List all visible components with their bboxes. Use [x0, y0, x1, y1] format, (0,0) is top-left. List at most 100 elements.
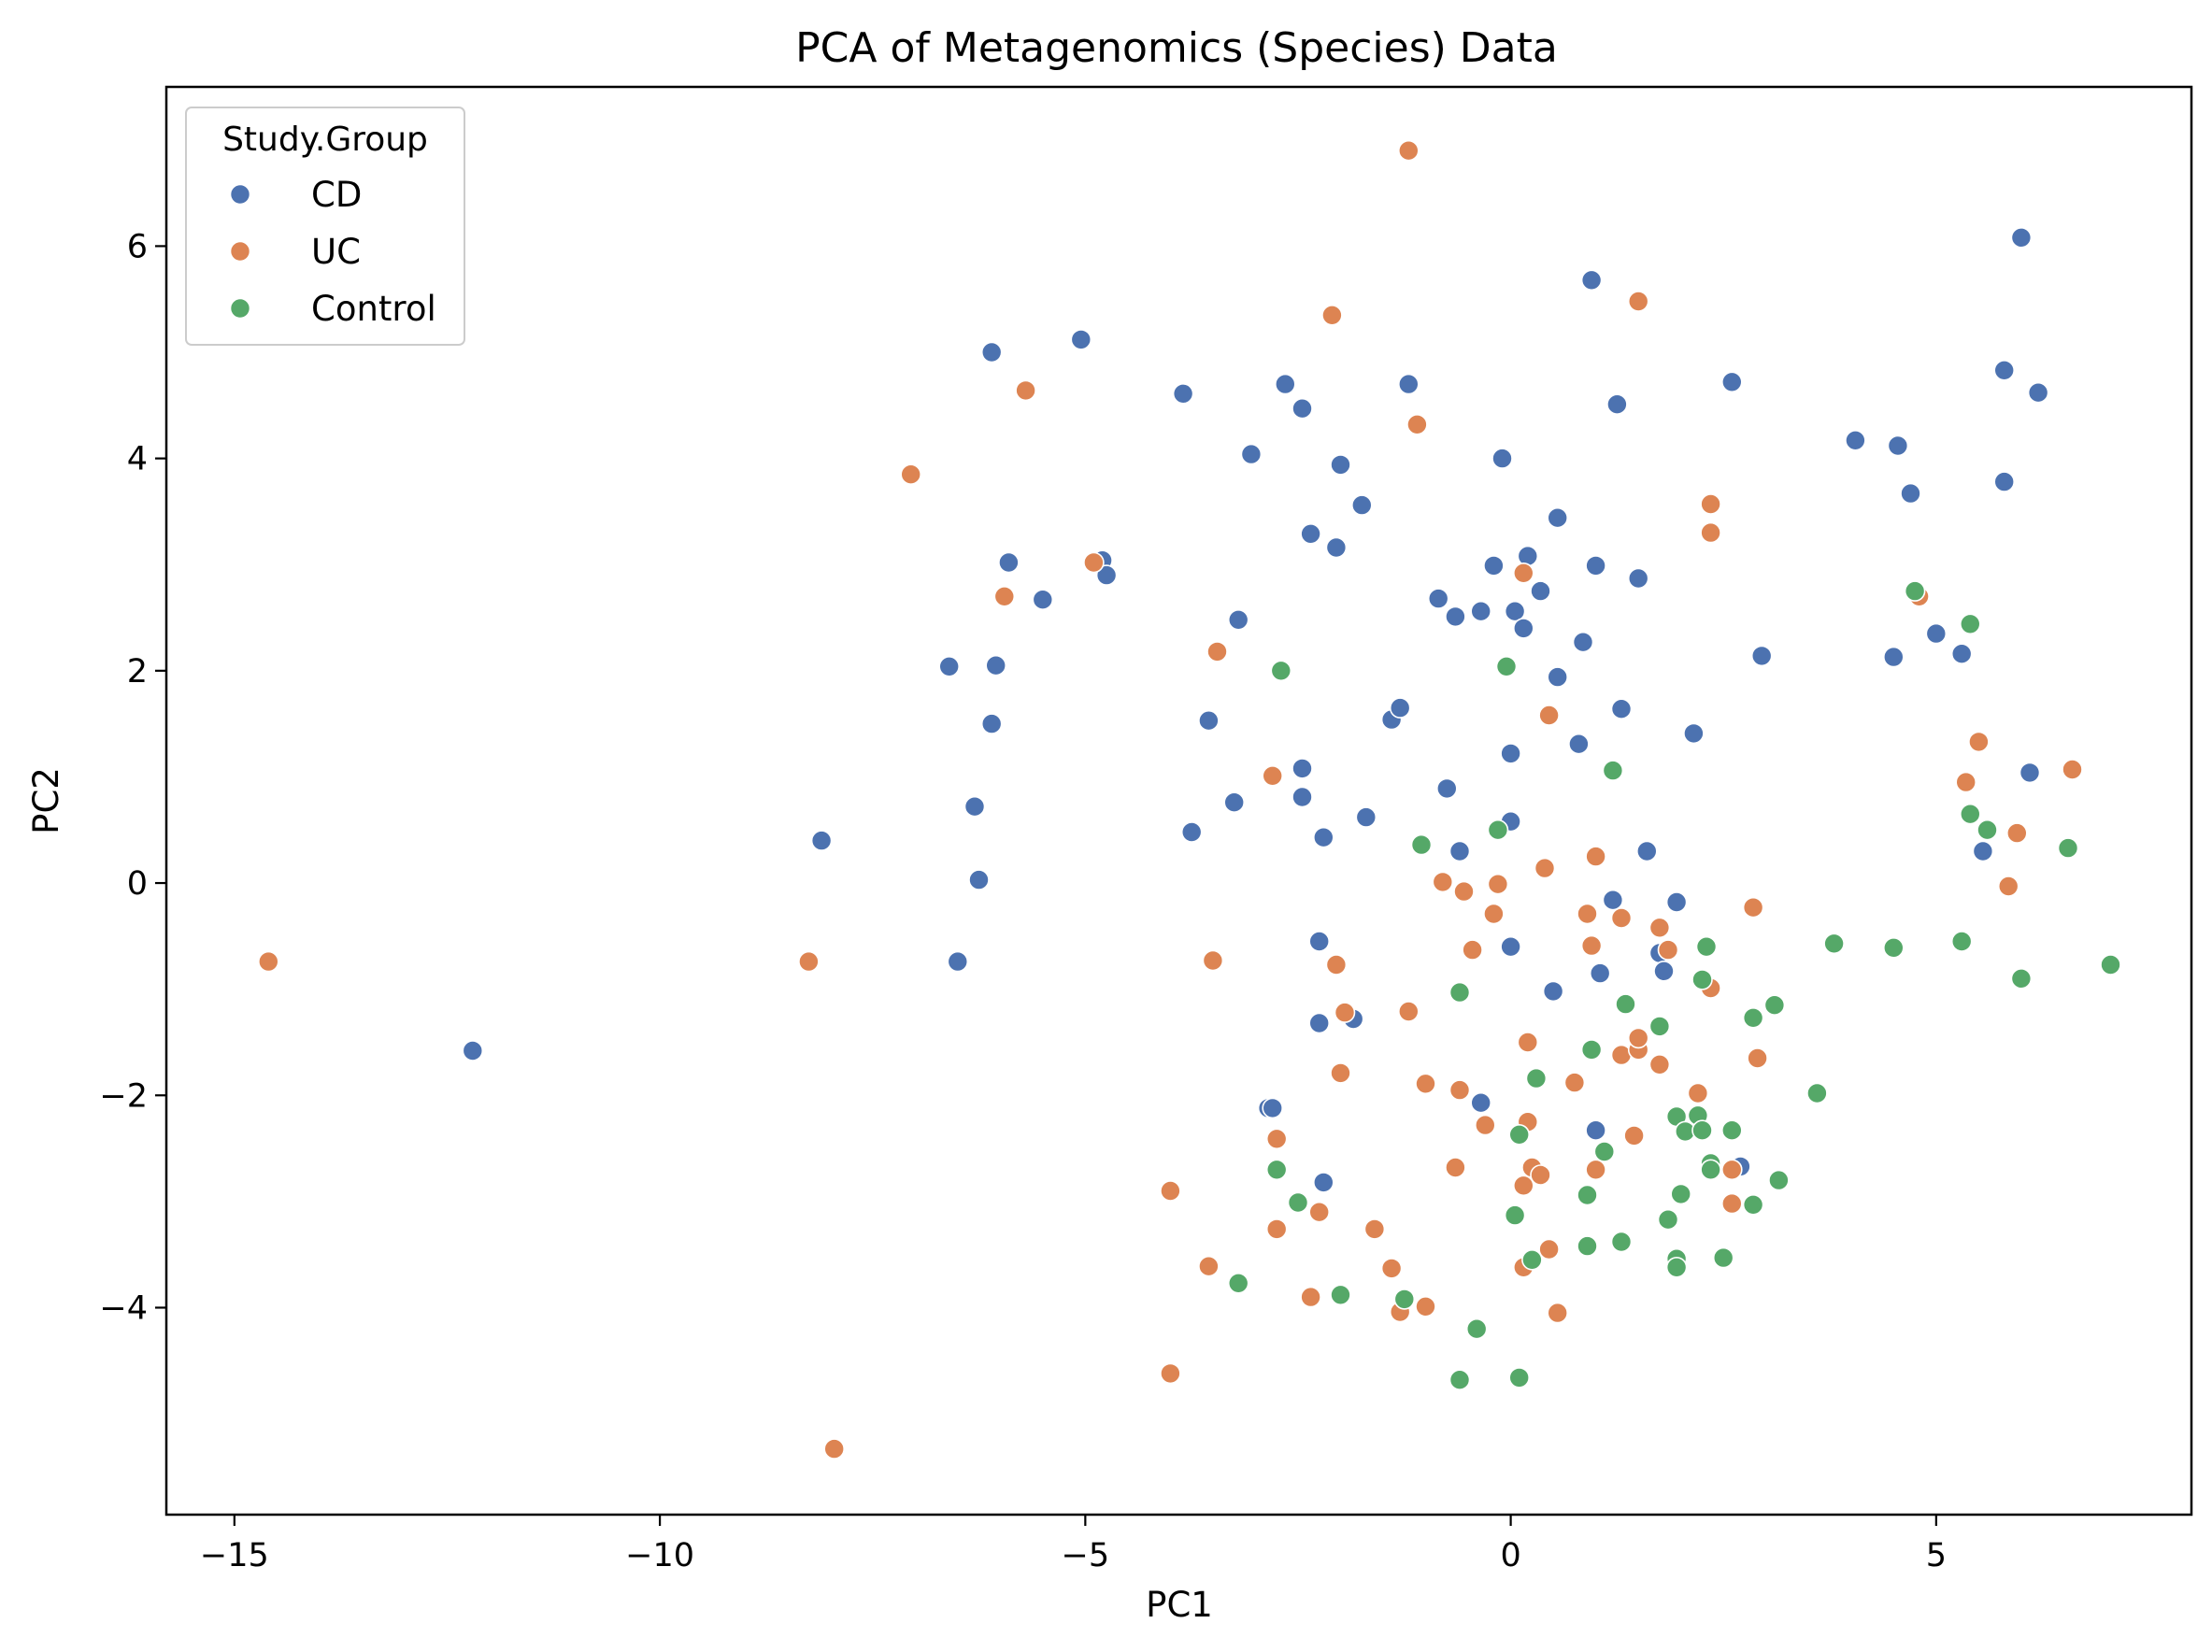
x-tick-label: −5 — [1062, 1537, 1110, 1574]
legend-title: Study.Group — [222, 121, 428, 159]
point-uc — [1330, 1062, 1351, 1084]
x-axis-label: PC1 — [1146, 1585, 1213, 1625]
point-cd — [1483, 555, 1505, 577]
point-cd — [1513, 618, 1534, 639]
point-control — [1495, 655, 1518, 677]
point-control — [1265, 1159, 1288, 1181]
point-uc — [257, 950, 279, 973]
point-cd — [1095, 564, 1118, 586]
y-tick-label: 0 — [127, 865, 148, 903]
point-uc — [1432, 871, 1454, 893]
point-uc — [1265, 1128, 1288, 1150]
point-control — [1712, 1246, 1734, 1269]
point-cd — [1653, 961, 1675, 982]
point-cd — [1491, 448, 1513, 469]
point-control — [1960, 613, 1981, 635]
point-uc — [1721, 1192, 1743, 1215]
point-uc — [1700, 521, 1721, 544]
y-tick-label: −4 — [99, 1289, 148, 1327]
point-control — [1695, 935, 1718, 958]
point-uc — [2006, 822, 2028, 844]
point-control — [1487, 819, 1509, 841]
point-uc — [1325, 954, 1348, 976]
point-control — [1580, 1039, 1603, 1061]
point-uc — [1580, 934, 1603, 957]
point-control — [1742, 1007, 1764, 1029]
point-cd — [1292, 397, 1313, 420]
point-cd — [1275, 373, 1296, 395]
point-cd — [1398, 373, 1420, 395]
point-control — [2100, 954, 2121, 976]
point-control — [1665, 1257, 1688, 1278]
point-cd — [1606, 393, 1628, 416]
point-uc — [1462, 939, 1483, 961]
point-control — [1904, 580, 1926, 602]
legend-label-cd: CD — [311, 175, 362, 215]
point-uc — [1202, 949, 1224, 972]
point-cd — [1504, 600, 1526, 622]
point-control — [1410, 833, 1433, 856]
point-control — [1610, 1231, 1633, 1253]
point-cd — [1308, 1012, 1330, 1034]
point-uc — [1198, 1255, 1220, 1277]
point-uc — [1627, 1027, 1649, 1049]
point-cd — [1589, 962, 1611, 984]
point-cd — [1585, 1119, 1606, 1141]
point-cd — [1032, 589, 1054, 611]
point-cd — [1950, 643, 1973, 665]
point-uc — [1513, 562, 1534, 584]
point-control — [2057, 837, 2079, 859]
point-uc — [1160, 1180, 1181, 1202]
point-cd — [938, 655, 961, 677]
point-uc — [1398, 1001, 1420, 1022]
point-control — [1823, 933, 1845, 955]
point-uc — [1380, 1258, 1403, 1279]
point-control — [1691, 969, 1713, 990]
point-control — [1883, 936, 1905, 959]
legend-items: CD UC Control — [229, 175, 436, 329]
x-tick-label: −10 — [625, 1537, 694, 1574]
point-control — [1806, 1082, 1828, 1104]
point-control — [1670, 1183, 1691, 1205]
point-cd — [1198, 709, 1220, 732]
point-control — [1615, 993, 1636, 1015]
chart-title: PCA of Metagenomics (Species) Data — [795, 24, 1558, 72]
point-cd — [1449, 840, 1471, 862]
point-uc — [1700, 493, 1721, 515]
y-axis-label: PC2 — [26, 767, 66, 834]
point-control — [2010, 968, 2033, 990]
point-cd — [1436, 777, 1458, 800]
point-uc — [1627, 291, 1649, 312]
point-cd — [1665, 891, 1688, 913]
point-control — [1577, 1235, 1598, 1257]
point-cd — [1547, 506, 1568, 529]
y-tick-label: 6 — [127, 228, 148, 265]
point-uc — [1534, 857, 1556, 879]
point-cd — [1325, 536, 1348, 559]
point-uc — [1308, 1201, 1330, 1223]
y-tick-label: −2 — [99, 1077, 148, 1115]
point-uc — [1577, 903, 1598, 925]
point-control — [1465, 1317, 1488, 1340]
point-cd — [1300, 522, 1321, 545]
point-cd — [1721, 371, 1743, 393]
point-cd — [1636, 840, 1658, 862]
point-uc — [1657, 939, 1679, 961]
legend: Study.Group CD UC Control — [185, 107, 465, 346]
point-cd — [1262, 1097, 1283, 1119]
point-cd — [1972, 840, 1994, 862]
point-uc — [1453, 880, 1475, 903]
point-cd — [1993, 359, 2015, 381]
point-cd — [462, 1040, 484, 1061]
point-cd — [980, 341, 1003, 363]
point-uc — [1648, 1054, 1671, 1075]
point-cd — [963, 795, 986, 818]
point-uc — [1265, 1218, 1288, 1240]
point-control — [1742, 1194, 1764, 1216]
point-uc — [1563, 1072, 1586, 1093]
point-uc — [900, 463, 922, 486]
point-control — [1330, 1284, 1351, 1306]
series-control — [1227, 580, 2121, 1390]
point-cd — [1313, 826, 1334, 848]
point-control — [1449, 1369, 1471, 1390]
